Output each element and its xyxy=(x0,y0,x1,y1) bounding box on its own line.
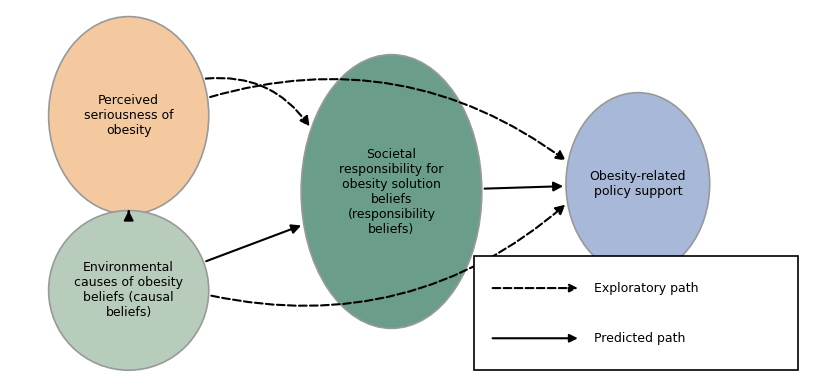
Text: Obesity-related
policy support: Obesity-related policy support xyxy=(590,170,686,198)
FancyBboxPatch shape xyxy=(474,256,798,370)
Text: Perceived
seriousness of
obesity: Perceived seriousness of obesity xyxy=(84,94,174,137)
Text: Societal
responsibility for
obesity solution
beliefs
(responsibility
beliefs): Societal responsibility for obesity solu… xyxy=(339,147,443,236)
Ellipse shape xyxy=(566,93,709,275)
Text: Environmental
causes of obesity
beliefs (causal
beliefs): Environmental causes of obesity beliefs … xyxy=(74,261,183,319)
Text: Exploratory path: Exploratory path xyxy=(593,282,698,295)
Ellipse shape xyxy=(49,211,208,370)
Text: Predicted path: Predicted path xyxy=(593,332,685,345)
Ellipse shape xyxy=(49,16,208,214)
Ellipse shape xyxy=(301,55,482,328)
